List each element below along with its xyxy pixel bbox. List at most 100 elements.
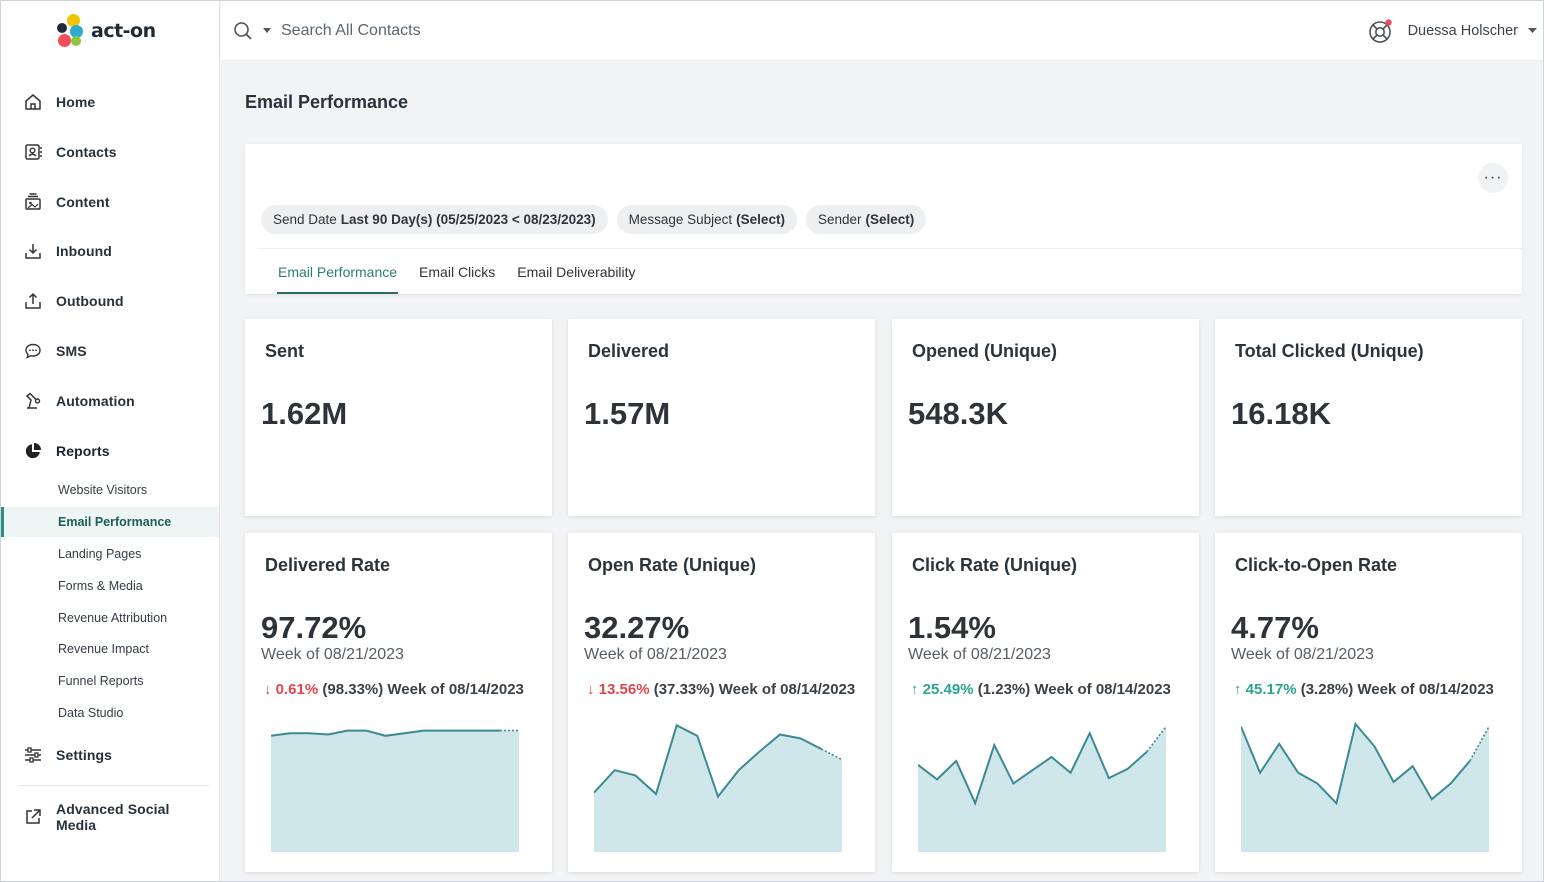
sidebar-subitem-label: Revenue Attribution bbox=[58, 611, 168, 625]
metric-card-delivered: Delivered 1.57M bbox=[568, 319, 875, 516]
sparkline-projection bbox=[1469, 726, 1490, 762]
sidebar-item-inbound[interactable]: Inbound bbox=[1, 233, 219, 269]
logo-mark-icon bbox=[57, 14, 89, 48]
tab-email-clicks[interactable]: Email Clicks bbox=[419, 264, 496, 280]
sidebar-subitem-website-visitors[interactable]: Website Visitors bbox=[1, 475, 219, 505]
sidebar-item-label: Inbound bbox=[56, 243, 112, 259]
metric-title: Delivered bbox=[588, 341, 670, 361]
top-header: Search All Contacts Duessa Holscher bbox=[221, 1, 1543, 61]
rate-week: Week of 08/21/2023 bbox=[261, 646, 404, 663]
sidebar-item-label: Advanced Social Media bbox=[56, 801, 170, 833]
filter-divider bbox=[257, 248, 1522, 249]
sidebar-item-label: Contacts bbox=[56, 144, 117, 160]
tab-email-performance[interactable]: Email Performance bbox=[277, 257, 399, 294]
arrow-up-icon: ↑ bbox=[911, 681, 919, 698]
sidebar-subitem-revenue-impact[interactable]: Revenue Impact bbox=[1, 634, 219, 664]
search-input[interactable]: Search All Contacts bbox=[281, 22, 421, 39]
caret-down-icon[interactable] bbox=[263, 28, 271, 34]
logo[interactable]: act-on bbox=[57, 14, 156, 48]
sidebar-subitem-funnel-reports[interactable]: Funnel Reports bbox=[1, 666, 219, 696]
rate-change: 45.17% bbox=[1245, 681, 1297, 698]
sidebar-subitem-label: Revenue Impact bbox=[58, 642, 150, 656]
rate-title: Open Rate (Unique) bbox=[588, 555, 757, 575]
sidebar-item-label: Automation bbox=[56, 393, 135, 409]
metric-card-sent: Sent 1.62M bbox=[245, 319, 552, 516]
settings-icon bbox=[25, 747, 41, 763]
rate-title: Click-to-Open Rate bbox=[1235, 555, 1398, 575]
page-title: Email Performance bbox=[245, 92, 409, 112]
sidebar-subitem-label: Data Studio bbox=[58, 706, 124, 720]
sidebar-subitem-forms-media[interactable]: Forms & Media bbox=[1, 571, 219, 601]
rate-title: Delivered Rate bbox=[265, 555, 391, 575]
sidebar-item-settings[interactable]: Settings bbox=[1, 737, 219, 773]
sidebar-item-content[interactable]: Content bbox=[1, 184, 219, 220]
rate-card-click-rate: Click Rate (Unique) 1.54% Week of 08/21/… bbox=[892, 533, 1199, 872]
rate-comparison: ↑ 25.49% (1.23%) Week of 08/14/2023 bbox=[911, 681, 1185, 698]
reports-icon bbox=[25, 443, 41, 459]
rate-week: Week of 08/21/2023 bbox=[1231, 646, 1374, 663]
more-options-button[interactable]: ··· bbox=[1478, 163, 1508, 193]
metric-value: 1.57M bbox=[584, 396, 671, 431]
sidebar-item-contacts[interactable]: Contacts bbox=[1, 134, 219, 170]
filter-chip-send-date[interactable]: Send Date Last 90 Day(s) (05/25/2023 < 08… bbox=[261, 205, 608, 234]
rate-change: 25.49% bbox=[922, 681, 974, 698]
sidebar-divider bbox=[19, 785, 209, 786]
filter-chips: Send Date Last 90 Day(s) (05/25/2023 < 08… bbox=[261, 205, 927, 234]
rate-week: Week of 08/21/2023 bbox=[908, 646, 1051, 663]
logo-text: act-on bbox=[91, 20, 156, 42]
rate-previous: (98.33%) Week of 08/14/2023 bbox=[322, 681, 524, 698]
rate-previous: (3.28%) Week of 08/14/2023 bbox=[1300, 681, 1494, 698]
sidebar-subitem-label: Landing Pages bbox=[58, 547, 142, 561]
rate-title: Click Rate (Unique) bbox=[912, 555, 1078, 575]
help-lifebuoy-icon[interactable] bbox=[1368, 18, 1394, 44]
sidebar-item-outbound[interactable]: Outbound bbox=[1, 283, 219, 319]
arrow-down-icon: ↓ bbox=[264, 681, 272, 698]
rate-card-click-to-open-rate: Click-to-Open Rate 4.77% Week of 08/21/2… bbox=[1215, 533, 1522, 872]
filter-chip-sender[interactable]: Sender (Select) bbox=[805, 205, 927, 234]
rate-comparison: ↑ 45.17% (3.28%) Week of 08/14/2023 bbox=[1234, 681, 1508, 698]
sparkline-chart bbox=[271, 729, 520, 852]
sidebar-item-label: SMS bbox=[56, 343, 87, 359]
sparkline-area bbox=[918, 726, 1166, 852]
sparkline-line bbox=[594, 723, 822, 799]
search-bar[interactable]: Search All Contacts bbox=[233, 18, 421, 44]
user-menu[interactable]: Duessa Holscher bbox=[1368, 17, 1537, 45]
rate-comparison: ↓ 0.61% (98.33%) Week of 08/14/2023 bbox=[264, 681, 538, 698]
sidebar-item-label-line1: Advanced Social bbox=[56, 801, 170, 817]
sidebar-subitem-data-studio[interactable]: Data Studio bbox=[1, 698, 219, 728]
sparkline-projection bbox=[1146, 726, 1167, 753]
chevron-down-icon[interactable] bbox=[1528, 28, 1537, 34]
sparkline-area bbox=[1241, 724, 1489, 852]
sidebar-subitem-landing-pages[interactable]: Landing Pages bbox=[1, 539, 219, 569]
sms-icon bbox=[25, 343, 41, 359]
search-icon[interactable] bbox=[233, 21, 253, 41]
filter-chip-message-subject[interactable]: Message Subject (Select) bbox=[616, 205, 797, 234]
sparkline-chart bbox=[594, 723, 843, 852]
sidebar-subitem-revenue-attribution[interactable]: Revenue Attribution bbox=[1, 603, 219, 633]
metric-value: 548.3K bbox=[908, 396, 1008, 431]
external-link-icon bbox=[26, 809, 41, 824]
user-name[interactable]: Duessa Holscher bbox=[1407, 23, 1518, 39]
sidebar-item-automation[interactable]: Automation bbox=[1, 383, 219, 419]
rate-previous: (37.33%) Week of 08/14/2023 bbox=[653, 681, 856, 698]
rate-card-delivered-rate: Delivered Rate 97.72% Week of 08/21/2023… bbox=[245, 533, 552, 872]
rate-comparison: ↓ 13.56% (37.33%) Week of 08/14/2023 bbox=[587, 681, 861, 698]
filter-chip-prefix: Message Subject bbox=[628, 212, 733, 227]
metric-title: Total Clicked (Unique) bbox=[1235, 341, 1424, 361]
outbound-icon bbox=[25, 292, 41, 309]
rate-value: 4.77% bbox=[1231, 610, 1319, 645]
sidebar-item-home[interactable]: Home bbox=[1, 84, 219, 120]
tab-email-deliverability[interactable]: Email Deliverability bbox=[517, 264, 636, 280]
filter-chip-prefix: Send Date bbox=[273, 212, 337, 227]
rate-change: 0.61% bbox=[275, 681, 319, 698]
sparkline-chart bbox=[918, 726, 1167, 852]
sidebar-item-advanced-social-media[interactable]: Advanced Social Media bbox=[1, 799, 219, 835]
filter-chip-value: (Select) bbox=[736, 212, 785, 227]
sidebar-item-sms[interactable]: SMS bbox=[1, 333, 219, 369]
content-icon bbox=[25, 193, 41, 210]
sidebar: act-on Home Contacts Content Inbound Out… bbox=[1, 1, 220, 881]
sidebar-subitem-label: Website Visitors bbox=[58, 483, 148, 497]
sidebar-item-reports[interactable]: Reports bbox=[1, 433, 219, 469]
sidebar-item-label: Outbound bbox=[56, 293, 124, 309]
sidebar-subitem-email-performance[interactable]: Email Performance bbox=[1, 507, 219, 537]
